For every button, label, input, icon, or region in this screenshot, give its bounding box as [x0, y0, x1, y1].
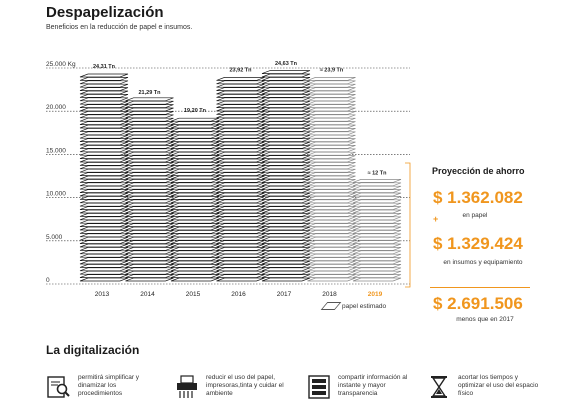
bracket	[405, 162, 411, 288]
digitalization-title: La digitalización	[46, 343, 140, 357]
bar	[307, 77, 356, 282]
paper-savings-label: en papel	[462, 212, 488, 219]
y-tick-label: 5.000	[46, 234, 63, 241]
feature-text: acortar los tiempos y optimizar el uso d…	[458, 374, 539, 397]
chart-legend: papel estimado	[320, 302, 387, 310]
total-savings-value: $ 2.691.506	[433, 294, 523, 313]
page-subtitle: Beneficios en la reducción de papel e in…	[46, 24, 193, 31]
page-title: Despapelización	[46, 4, 164, 21]
plus-sign: +	[433, 214, 439, 224]
data-label: 19,20 Tn	[184, 108, 207, 114]
document-search-icon	[47, 376, 70, 398]
x-tick-label: 2015	[186, 291, 201, 298]
y-tick-label: 10.000	[46, 191, 66, 198]
y-tick-label: 25.000 Kg	[46, 61, 76, 68]
bar	[261, 70, 311, 282]
x-tick-label: 2014	[140, 291, 155, 298]
data-label: 23,92 Tn	[229, 67, 252, 73]
data-label: 24,31 Tn	[93, 64, 116, 70]
divider	[430, 287, 530, 288]
x-tick-label: 2017	[277, 291, 292, 298]
total-savings-label: menos que en 2017	[456, 316, 514, 323]
bar-chart: 0 5.000 10.000 15.000 20.000 25.000 Kg 24,31 T…	[46, 61, 411, 298]
data-label: ≈ 23,9 Tn	[320, 68, 344, 74]
y-tick-label: 20.000	[46, 104, 66, 111]
x-tick-label: 2019	[368, 291, 383, 298]
server-icon	[308, 375, 330, 399]
feature-item: reducir el uso del papel, impresoras,tin…	[174, 374, 288, 400]
y-tick-label: 15.000	[46, 147, 66, 154]
feature-text: reducir el uso del papel, impresoras,tin…	[206, 374, 284, 397]
bar	[170, 117, 220, 282]
paper-savings-value: $ 1.362.082	[433, 188, 523, 207]
bar	[79, 73, 129, 282]
legend-label: papel estimado	[342, 302, 387, 310]
data-label: ≈ 12 Tn	[368, 170, 388, 176]
hourglass-icon	[431, 376, 447, 398]
x-tick-label: 2013	[95, 291, 110, 298]
bar	[125, 97, 174, 282]
bar	[352, 179, 402, 282]
feature-item: acortar los tiempos y optimizar el uso d…	[426, 374, 540, 400]
projection-title: Proyección de ahorro	[432, 166, 525, 176]
x-tick-label: 2016	[231, 291, 246, 298]
data-label: 24,63 Tn	[275, 61, 298, 67]
legend-swatch	[320, 302, 342, 310]
feature-text: compartir información al instante y mayo…	[338, 374, 408, 397]
bar	[216, 77, 265, 282]
feature-item: permitirá simplificar y dinamizar los pr…	[46, 374, 160, 400]
supplies-savings-value: $ 1.329.424	[433, 234, 523, 253]
paper-shredder-icon	[177, 375, 197, 398]
y-tick-label: 0	[46, 277, 50, 284]
x-tick-label: 2018	[322, 291, 337, 298]
feature-text: permitirá simplificar y dinamizar los pr…	[78, 374, 140, 397]
supplies-savings-label: en insumos y equipamiento	[443, 259, 523, 266]
data-label: 21,29 Tn	[138, 90, 161, 96]
feature-item: compartir información al instante y mayo…	[306, 374, 420, 400]
